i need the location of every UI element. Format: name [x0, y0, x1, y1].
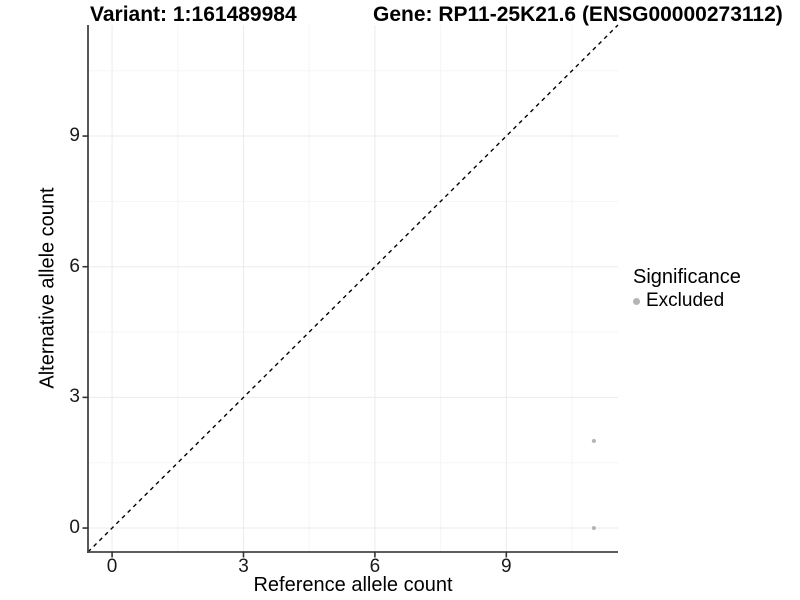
plot-title-variant: Variant: 1:161489984 — [90, 3, 297, 26]
identity-line — [87, 24, 619, 553]
legend-item-excluded: Excluded — [633, 290, 741, 312]
x-axis-title: Reference allele count — [253, 574, 453, 596]
x-tick-label: 3 — [238, 556, 249, 577]
x-tick-label: 9 — [501, 556, 512, 577]
y-tick-label: 9 — [69, 125, 80, 147]
y-axis-title: Alternative allele count — [36, 187, 59, 389]
y-tick-label: 0 — [69, 517, 80, 539]
legend: Significance Excluded — [633, 266, 741, 312]
plot-title-gene: Gene: RP11-25K21.6 (ENSG00000273112) — [373, 3, 783, 26]
x-tick-label: 0 — [106, 556, 118, 577]
legend-item-label: Excluded — [646, 290, 725, 311]
legend-key-dot — [633, 297, 640, 305]
legend-title: Significance — [633, 266, 741, 288]
y-tick-label: 6 — [69, 255, 80, 277]
data-point — [591, 438, 597, 444]
x-tick-label: 6 — [369, 556, 381, 577]
y-tick-label: 3 — [69, 386, 80, 408]
data-point — [591, 525, 597, 531]
